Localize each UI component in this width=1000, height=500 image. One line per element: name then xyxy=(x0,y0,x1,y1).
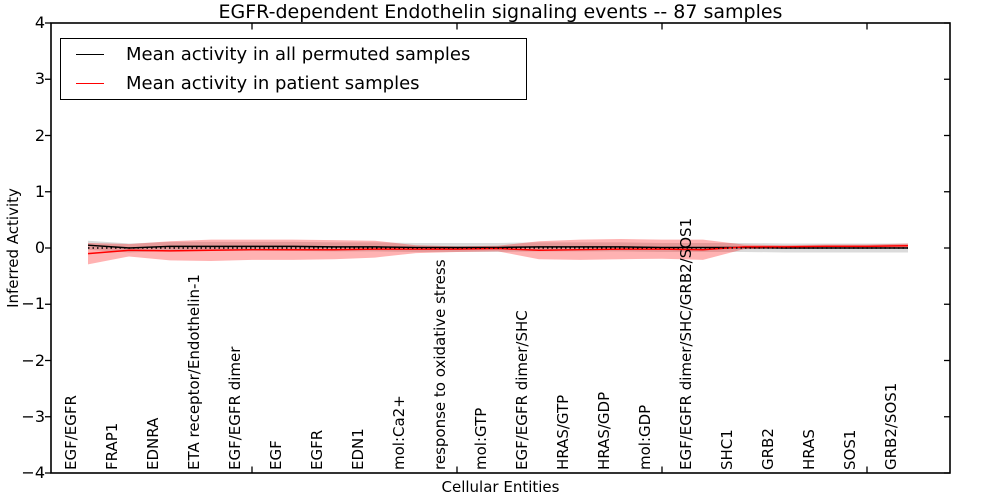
x-tick-label: ETA receptor/Endothelin-1 xyxy=(185,274,203,470)
x-tick-label: mol:GTP xyxy=(472,407,490,470)
x-tick-label: EDNRA xyxy=(144,417,162,470)
x-tick-label: response to oxidative stress xyxy=(431,259,449,470)
x-tick-label: EGF xyxy=(267,440,285,470)
x-tick-label: mol:GDP xyxy=(636,404,654,470)
legend-label-permuted: Mean activity in all permuted samples xyxy=(126,43,471,65)
x-tick-label: mol:Ca2+ xyxy=(390,395,408,470)
legend-label-patient: Mean activity in patient samples xyxy=(126,73,420,95)
x-tick-label: EDN1 xyxy=(349,428,367,470)
x-tick-label: HRAS/GDP xyxy=(595,391,613,470)
chart-title: EGFR-dependent Endothelin signaling even… xyxy=(218,1,783,23)
x-axis-label: Cellular Entities xyxy=(441,478,560,496)
y-tick-label: 3 xyxy=(34,69,45,89)
x-tick-label: GRB2/SOS1 xyxy=(882,382,900,470)
x-tick-label: SOS1 xyxy=(841,429,859,470)
x-tick-label: SHC1 xyxy=(718,429,736,470)
x-tick-label: HRAS xyxy=(800,429,818,470)
y-tick-label: 0 xyxy=(34,238,45,257)
y-tick-label: −2 xyxy=(21,350,45,370)
legend-item-patient: Mean activity in patient samples xyxy=(61,70,526,98)
y-tick-label: −1 xyxy=(21,294,45,314)
x-tick-label: EGF/EGFR dimer xyxy=(226,346,244,470)
y-tick-label: 2 xyxy=(34,125,45,145)
legend-box: Mean activity in all permuted samples Me… xyxy=(60,38,527,100)
x-tick-label: EGF/EGFR xyxy=(62,395,80,470)
x-tick-label: EGF/EGFR dimer/SHC xyxy=(513,310,531,470)
x-tick-label: GRB2 xyxy=(759,428,777,470)
x-tick-label: HRAS/GTP xyxy=(554,394,572,470)
y-tick-label: 1 xyxy=(34,181,45,201)
x-tick-label: EGFR xyxy=(308,429,326,470)
x-tick-label: EGF/EGFR dimer/SHC/GRB2/SOS1 xyxy=(677,217,695,470)
black-line-sample xyxy=(76,53,104,55)
y-tick-label: −4 xyxy=(21,463,45,482)
y-tick-label: 4 xyxy=(34,13,45,32)
red-line-sample xyxy=(76,83,104,85)
patient-samples-band xyxy=(88,239,908,265)
legend-item-permuted: Mean activity in all permuted samples xyxy=(61,40,526,68)
x-tick-label: FRAP1 xyxy=(103,422,121,470)
y-tick-label: −3 xyxy=(21,406,45,426)
